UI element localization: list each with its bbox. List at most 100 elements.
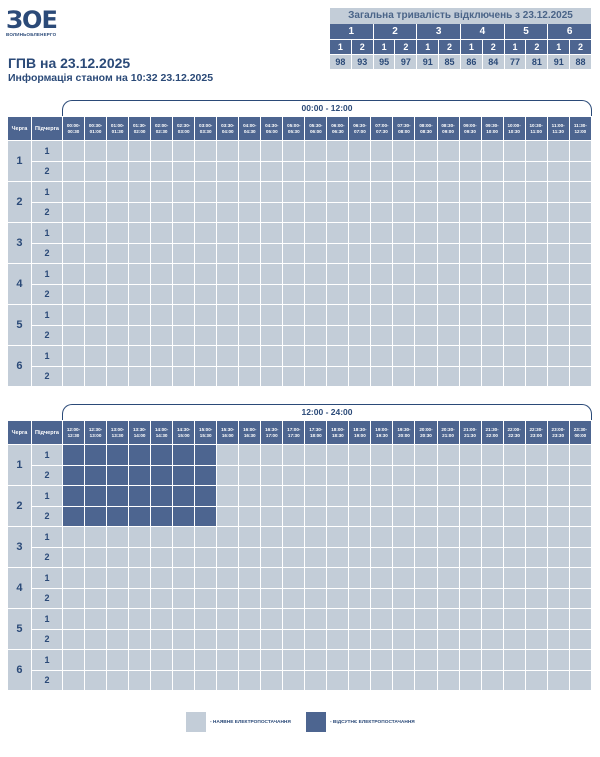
slot-cell-available <box>502 526 526 548</box>
slot-cell-available <box>414 505 438 527</box>
time-slot-header: 17:00-17:30 <box>282 420 306 445</box>
summary-subqueue-header: 2 <box>439 40 461 54</box>
slot-cell-available <box>348 201 372 223</box>
slot-cell-available <box>282 526 306 548</box>
slot-cell-available <box>282 365 306 387</box>
slot-cell-available <box>172 546 196 568</box>
time-slot-header: 08:00-08:30 <box>414 116 438 141</box>
slot-cell-available <box>326 222 350 244</box>
slot-cell-available <box>392 324 416 346</box>
slot-cell-available <box>568 546 593 568</box>
queue-number: 5 <box>7 608 32 650</box>
slot-cell-available <box>524 181 548 203</box>
slot-cell-outage <box>61 505 86 527</box>
subqueue-number: 1 <box>30 140 63 162</box>
slot-cell-available <box>238 345 262 367</box>
slot-cell-available <box>238 304 262 326</box>
slot-cell-available <box>304 464 328 486</box>
slot-cell-available <box>436 242 460 264</box>
slot-cell-outage <box>150 505 174 527</box>
slot-cell-available <box>61 546 86 568</box>
slot-cell-available <box>480 567 504 589</box>
slot-cell-available <box>414 485 438 507</box>
slot-cell-available <box>216 444 240 466</box>
slot-cell-available <box>304 546 328 568</box>
slot-cell-available <box>128 669 152 691</box>
slot-cell-available <box>546 669 570 691</box>
slot-cell-available <box>392 242 416 264</box>
slot-cell-available <box>282 140 306 162</box>
slot-cell-available <box>260 283 284 305</box>
subqueue-number: 2 <box>30 201 63 223</box>
slot-cell-available <box>61 345 86 367</box>
summary-subqueue-header: 2 <box>526 40 549 54</box>
summary-duration-value: 88 <box>575 57 586 67</box>
slot-cell-outage <box>150 444 174 466</box>
slot-cell-available <box>568 608 593 630</box>
slot-cell-available <box>282 608 306 630</box>
slot-cell-available <box>370 140 394 162</box>
slot-cell-available <box>348 628 372 650</box>
time-slot-header: 11:30-12:00 <box>568 116 593 141</box>
subqueue-number: 1 <box>30 526 63 548</box>
slot-cell-available <box>172 628 196 650</box>
slot-cell-available <box>194 283 218 305</box>
slot-cell-available <box>326 526 350 548</box>
slot-cell-available <box>326 263 350 285</box>
slot-cell-available <box>348 304 372 326</box>
slot-cell-available <box>414 324 438 346</box>
subqueue-number: 2 <box>30 324 63 346</box>
slot-cell-available <box>370 345 394 367</box>
slot-cell-available <box>568 567 593 589</box>
summary-subqueue-header: 1 <box>374 40 396 54</box>
slot-cell-available <box>128 649 152 671</box>
slot-cell-available <box>304 649 328 671</box>
slot-cell-available <box>392 464 416 486</box>
slot-cell-available <box>194 546 218 568</box>
time-slot-header: 02:00-02:30 <box>150 116 174 141</box>
summary-subqueue-header: 1 <box>461 40 483 54</box>
slot-cell-available <box>436 181 460 203</box>
summary-duration-value: 84 <box>483 55 505 69</box>
slot-cell-available <box>348 485 372 507</box>
slot-cell-available <box>480 526 504 548</box>
slot-cell-available <box>568 444 593 466</box>
slot-cell-available <box>83 649 108 671</box>
slot-cell-available <box>436 345 460 367</box>
slot-cell-available <box>458 505 482 527</box>
slot-cell-available <box>524 669 548 691</box>
slot-cell-available <box>282 324 306 346</box>
slot-cell-available <box>61 242 86 264</box>
slot-cell-available <box>216 304 240 326</box>
slot-cell-available <box>260 222 284 244</box>
slot-cell-available <box>414 201 438 223</box>
slot-cell-available <box>326 201 350 223</box>
slot-cell-available <box>172 304 196 326</box>
slot-cell-available <box>194 608 218 630</box>
slot-cell-available <box>546 263 570 285</box>
summary-duration-value: 85 <box>439 55 461 69</box>
slot-cell-available <box>480 201 504 223</box>
slot-cell-available <box>326 444 350 466</box>
slot-cell-available <box>546 587 570 609</box>
queue-number: 1 <box>7 140 32 182</box>
slot-cell-available <box>568 669 593 691</box>
slot-cell-available <box>414 263 438 285</box>
time-slot-header: 01:30-02:00 <box>128 116 152 141</box>
slot-cell-available <box>172 324 196 346</box>
slot-cell-available <box>524 587 548 609</box>
slot-cell-available <box>568 181 593 203</box>
logo-brand: ВОЛИНЬОБЛЕНЕРГО <box>6 32 57 37</box>
subqueue-header: Підчерга <box>30 116 63 141</box>
slot-cell-available <box>172 526 196 548</box>
slot-cell-available <box>568 283 593 305</box>
slot-cell-available <box>436 526 460 548</box>
slot-cell-available <box>326 669 350 691</box>
slot-cell-available <box>150 283 174 305</box>
time-slot-header: 20:30-21:00 <box>436 420 460 445</box>
time-slot-header: 09:30-10:00 <box>480 116 504 141</box>
period-label: 12:00 - 24:00 <box>62 404 592 421</box>
slot-cell-available <box>238 526 262 548</box>
